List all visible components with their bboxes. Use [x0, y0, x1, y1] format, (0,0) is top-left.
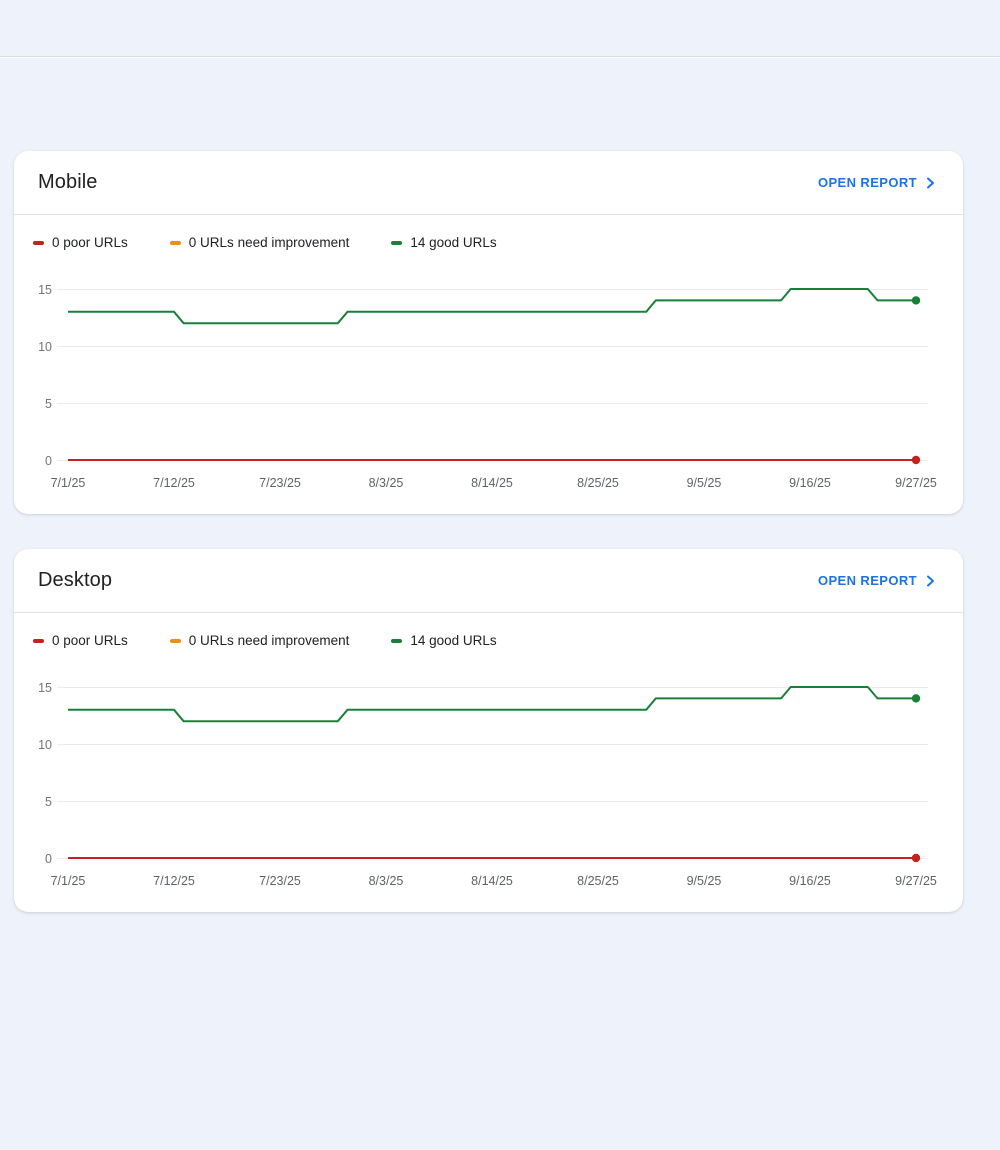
legend-item-needs-improvement: 0 URLs need improvement — [169, 235, 350, 250]
x-tick-label: 9/16/25 — [789, 874, 831, 888]
x-tick-label: 9/27/25 — [895, 874, 937, 888]
mobile-chart-legend: 0 poor URLs 0 URLs need improvement 14 g… — [33, 235, 963, 250]
legend-label: 0 poor URLs — [52, 235, 128, 250]
legend-label: 0 URLs need improvement — [188, 633, 350, 648]
main-content: Mobile OPEN REPORT 0 poor URLs 0 URLs ne… — [14, 151, 1000, 912]
x-tick-label: 8/25/25 — [577, 874, 619, 888]
good-urls-swatch-icon — [391, 638, 403, 643]
series-line-good-URLs — [68, 288, 916, 325]
poor-urls-swatch-icon — [33, 240, 44, 245]
y-tick-label: 5 — [45, 795, 52, 809]
legend-item-good: 14 good URLs — [391, 235, 497, 250]
desktop-vitals-card: Desktop OPEN REPORT 0 poor URLs 0 URLs n… — [14, 549, 963, 912]
series-end-dot — [911, 694, 921, 703]
good-urls-swatch-icon — [391, 240, 403, 245]
y-tick-label: 10 — [38, 340, 52, 354]
legend-item-good: 14 good URLs — [391, 633, 497, 648]
y-tick-label: 10 — [38, 738, 52, 752]
series-end-dot — [911, 455, 921, 465]
mobile-card-header: Mobile OPEN REPORT — [14, 151, 963, 215]
legend-label: 14 good URLs — [410, 633, 497, 648]
x-tick-label: 9/27/25 — [895, 476, 937, 490]
x-tick-label: 9/5/25 — [687, 476, 722, 490]
legend-item-poor: 0 poor URLs — [33, 633, 128, 648]
series-line-good-URLs — [68, 686, 916, 723]
x-tick-label: 9/16/25 — [789, 476, 831, 490]
x-tick-label: 8/14/25 — [471, 874, 513, 888]
y-tick-label: 5 — [45, 397, 52, 411]
series-end-dot — [911, 296, 921, 305]
mobile-open-report-link[interactable]: OPEN REPORT — [818, 175, 937, 190]
y-tick-label: 0 — [45, 454, 52, 468]
poor-urls-swatch-icon — [33, 638, 44, 643]
mobile-vitals-card: Mobile OPEN REPORT 0 poor URLs 0 URLs ne… — [14, 151, 963, 514]
x-tick-label: 8/14/25 — [471, 476, 513, 490]
x-tick-label: 8/3/25 — [369, 476, 404, 490]
x-tick-label: 9/5/25 — [687, 874, 722, 888]
open-report-label: OPEN REPORT — [817, 573, 917, 588]
mobile-card-title: Mobile — [38, 171, 98, 193]
y-tick-label: 0 — [45, 852, 52, 866]
chevron-right-icon — [923, 574, 937, 588]
chevron-right-icon — [923, 176, 937, 190]
desktop-card-header: Desktop OPEN REPORT — [14, 549, 963, 613]
series-end-dot — [911, 853, 921, 863]
legend-item-needs-improvement: 0 URLs need improvement — [169, 633, 350, 648]
x-tick-label: 7/12/25 — [153, 476, 195, 490]
x-tick-label: 7/23/25 — [259, 476, 301, 490]
x-tick-label: 8/3/25 — [369, 874, 404, 888]
legend-item-poor: 0 poor URLs — [33, 235, 128, 250]
mobile-vitals-chart: 0 5 10 15 7/1/25 7/12/25 7/23/25 8/3/25 8/14/25 8… — [38, 283, 937, 490]
needs-improvement-swatch-icon — [169, 638, 181, 643]
desktop-open-report-link[interactable]: OPEN REPORT — [818, 573, 937, 588]
y-tick-label: 15 — [38, 283, 52, 297]
desktop-card-title: Desktop — [38, 569, 113, 591]
needs-improvement-swatch-icon — [169, 240, 181, 245]
legend-label: 14 good URLs — [410, 235, 497, 250]
desktop-vitals-chart: 0 5 10 15 7/1/25 7/12/25 7/23/25 8/3/25 8/14/25 8… — [38, 681, 937, 888]
open-report-label: OPEN REPORT — [817, 175, 917, 190]
legend-label: 0 URLs need improvement — [188, 235, 350, 250]
y-tick-label: 15 — [38, 681, 52, 695]
x-tick-label: 7/1/25 — [51, 874, 86, 888]
legend-label: 0 poor URLs — [52, 633, 128, 648]
top-app-bar — [0, 0, 1000, 57]
x-tick-label: 8/25/25 — [577, 476, 619, 490]
x-tick-label: 7/12/25 — [153, 874, 195, 888]
x-tick-label: 7/1/25 — [51, 476, 86, 490]
desktop-chart-legend: 0 poor URLs 0 URLs need improvement 14 g… — [33, 633, 963, 648]
x-tick-label: 7/23/25 — [259, 874, 301, 888]
